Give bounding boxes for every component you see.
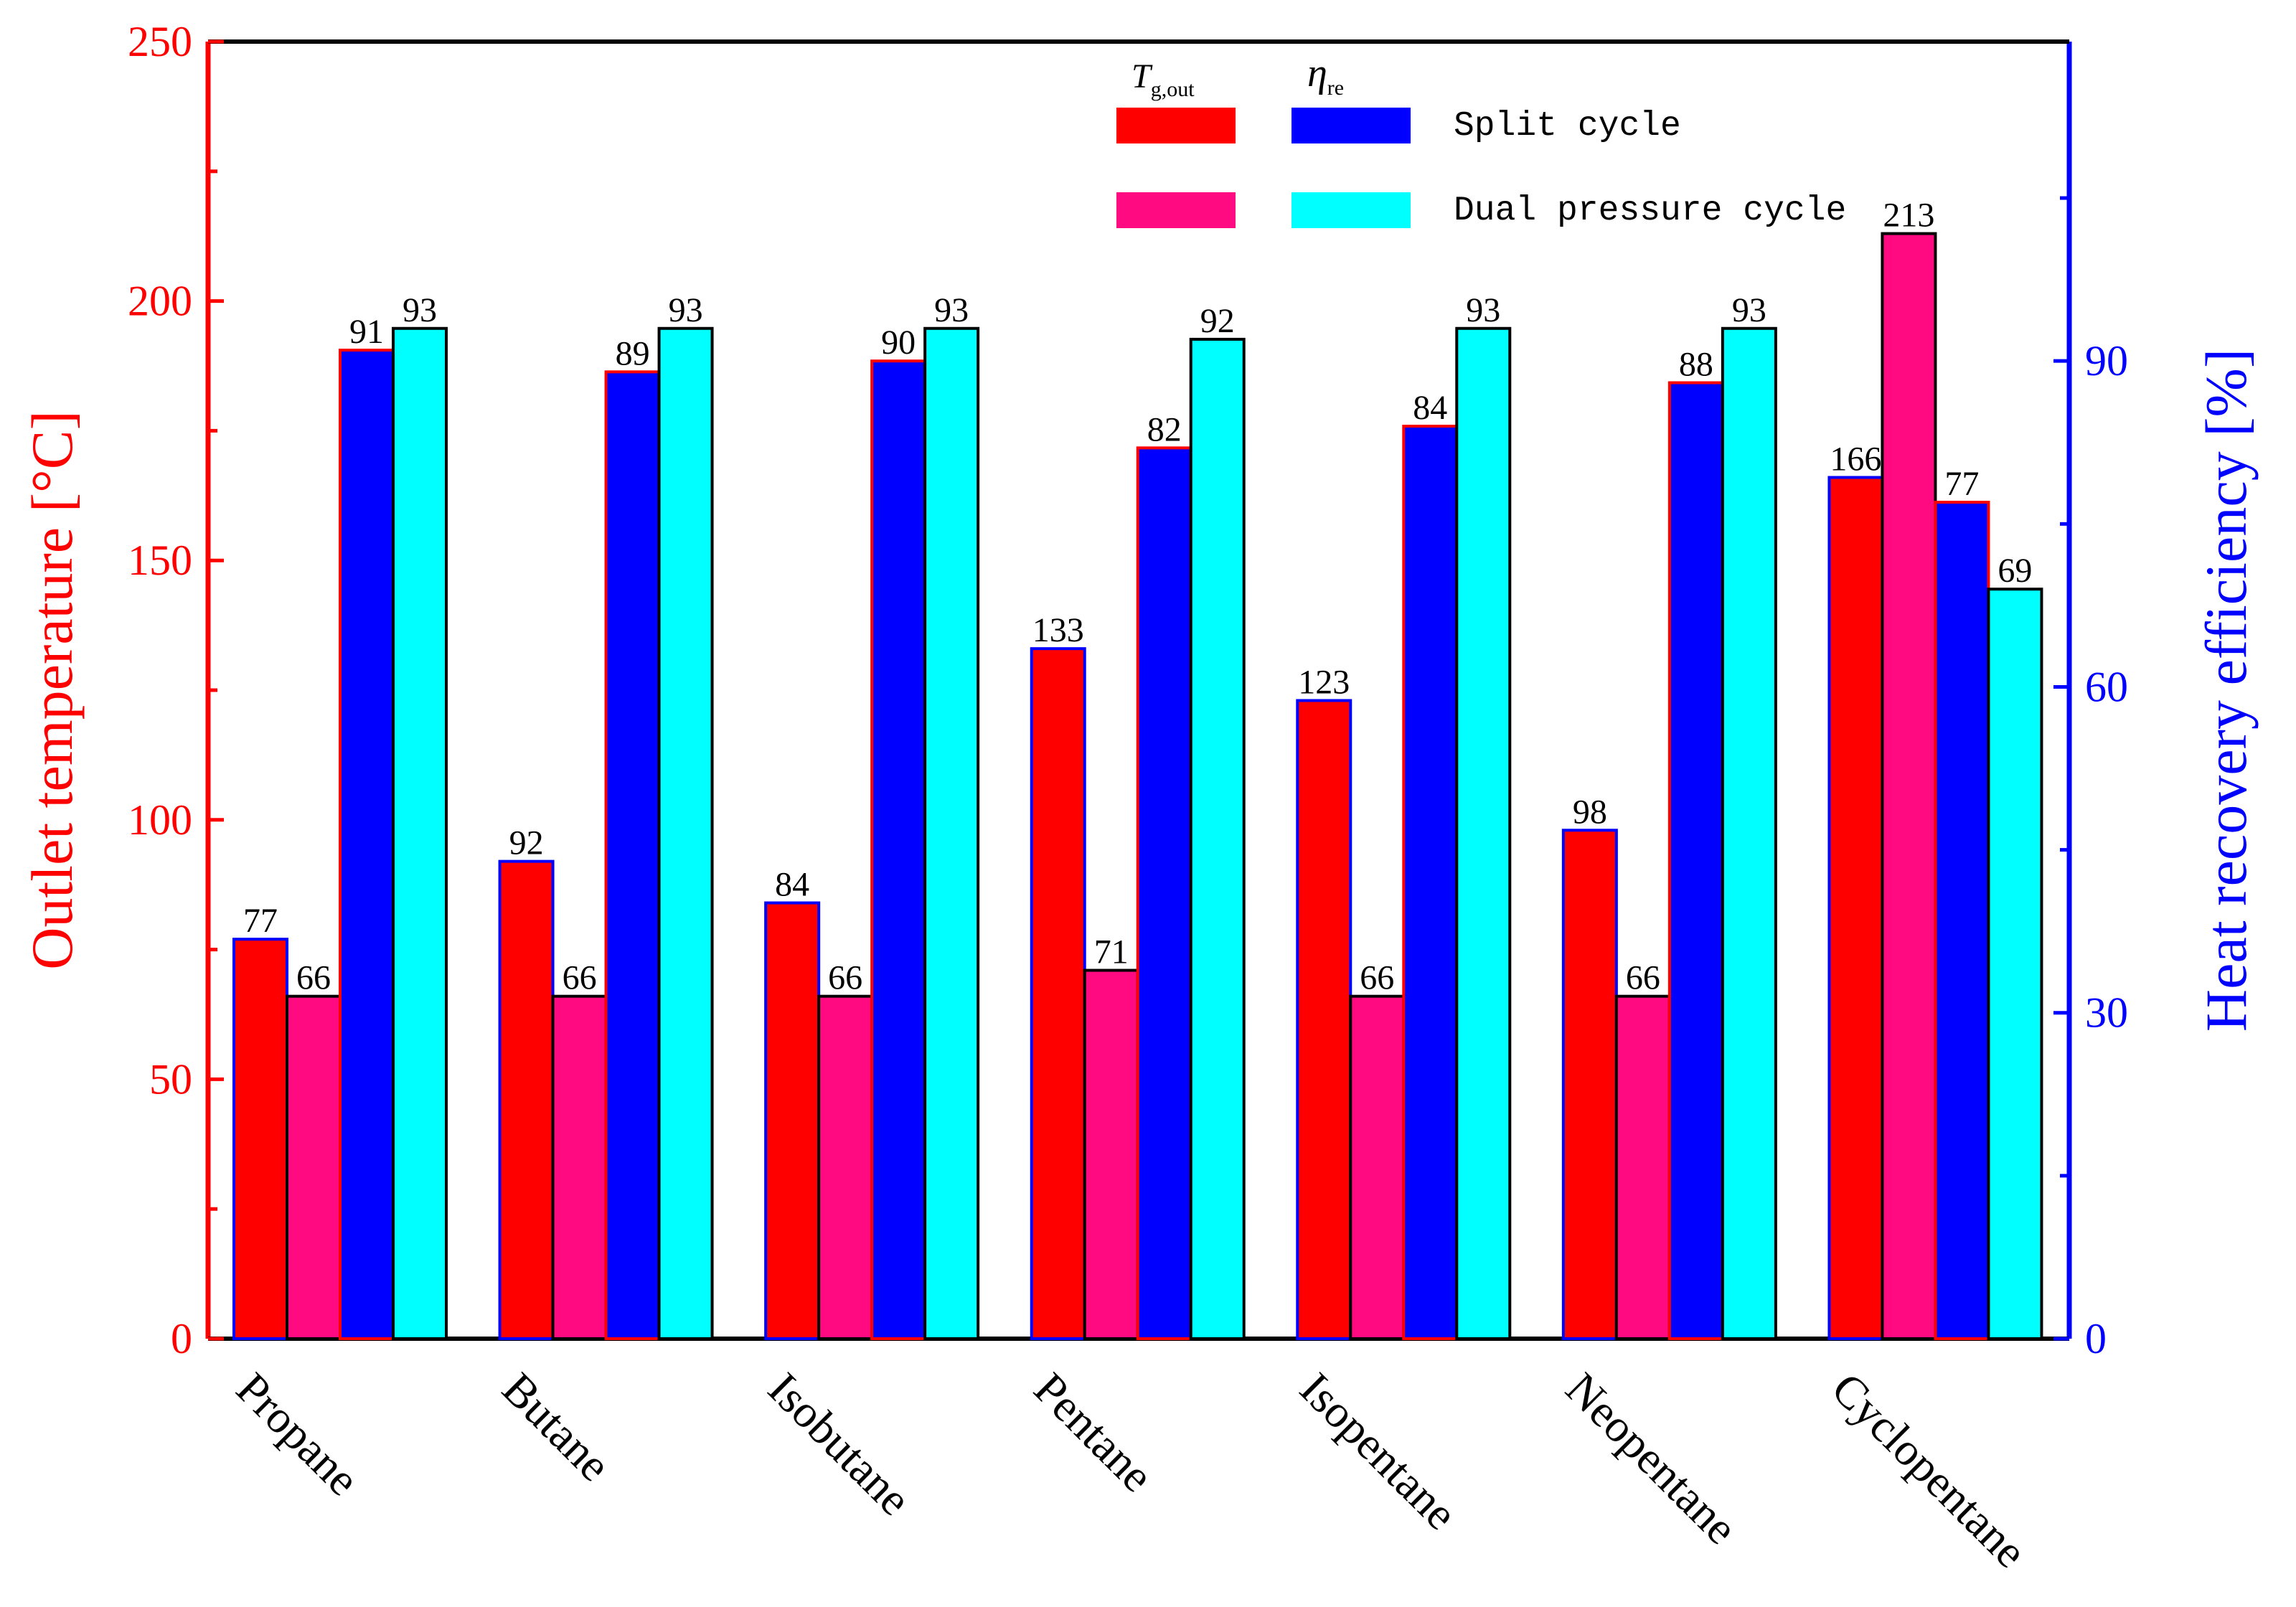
- bar-value-label: 88: [1679, 345, 1713, 383]
- legend-label-dual: Dual pressure cycle: [1454, 192, 1846, 230]
- legend-header-t: Tg,out: [1131, 57, 1195, 101]
- left-tick-label: 0: [171, 1315, 192, 1362]
- legend-swatch-dual-temp: [1116, 192, 1236, 228]
- legend-swatch-dual-eff: [1292, 192, 1411, 228]
- left-axis-ticks: 0 50 100 150 200 250: [128, 18, 224, 1362]
- bar-split-temp: [498, 859, 555, 1340]
- bar-split-temp: [764, 901, 821, 1340]
- left-axis-title: Outlet temperature [°C]: [19, 410, 85, 970]
- bar-split-eff: [870, 359, 927, 1341]
- category-label: Butane: [493, 1363, 621, 1491]
- bar-split-temp: [1827, 476, 1884, 1340]
- bar-split-temp: [1296, 699, 1352, 1340]
- bar-value-label: 84: [775, 866, 809, 904]
- bar-value-label: 123: [1298, 663, 1350, 701]
- bar-dual-temp: [286, 994, 342, 1340]
- bar-dual-temp: [1614, 994, 1671, 1340]
- left-tick-label: 100: [128, 796, 192, 844]
- bar-value-label: 93: [1466, 291, 1500, 329]
- bar-value-label: 89: [616, 334, 650, 372]
- bar-dual-temp: [551, 994, 608, 1340]
- right-axis-title: Heat recovery efficiency [%]: [2193, 349, 2259, 1032]
- category-label: Neopentane: [1556, 1363, 1747, 1554]
- legend-header-t-main: T: [1131, 57, 1153, 95]
- category-label: Cyclopentane: [1822, 1363, 2037, 1578]
- legend-swatch-split-temp: [1116, 108, 1236, 143]
- bar-split-temp: [1030, 647, 1086, 1340]
- bar-value-label: 93: [403, 291, 437, 329]
- bar-value-label: 92: [1200, 302, 1235, 340]
- legend-header-eta-main: η: [1307, 51, 1327, 95]
- bars: [232, 232, 2043, 1341]
- legend-header-eta: ηre: [1307, 51, 1344, 100]
- bar-split-eff: [339, 349, 395, 1340]
- left-tick-label: 250: [128, 18, 192, 65]
- left-tick-label: 50: [149, 1055, 192, 1103]
- left-tick-label: 150: [128, 537, 192, 584]
- bar-value-label: 77: [1944, 465, 1979, 503]
- bar-value-label: 66: [828, 959, 862, 997]
- category-label: Isobutane: [758, 1363, 921, 1525]
- bar-value-label: 77: [243, 902, 278, 940]
- bar-value-label: 91: [349, 313, 384, 351]
- legend-swatch-split-eff: [1292, 108, 1411, 143]
- bar-value-label: 66: [1360, 959, 1394, 997]
- bar-value-label: 133: [1032, 611, 1084, 649]
- bar-value-label: 98: [1573, 793, 1607, 831]
- bar-value-label: 66: [296, 959, 331, 997]
- bar-value-label: 84: [1413, 389, 1447, 427]
- category-label: Propane: [227, 1363, 369, 1505]
- bar-dual-temp: [1349, 994, 1406, 1340]
- bar-dual-eff: [392, 326, 448, 1340]
- bar-split-eff: [604, 370, 661, 1340]
- bar-dual-eff: [923, 326, 980, 1340]
- legend: Tg,out ηre Split cycle Dual pressure cyc…: [1116, 51, 1846, 230]
- bar-value-label: 213: [1883, 197, 1934, 235]
- bar-dual-temp: [1881, 232, 1937, 1341]
- right-tick-label: 90: [2085, 337, 2128, 385]
- bar-dual-temp: [817, 994, 874, 1340]
- bar-value-label: 71: [1094, 933, 1129, 971]
- legend-label-split: Split cycle: [1454, 107, 1681, 146]
- right-tick-label: 30: [2085, 989, 2128, 1037]
- bar-dual-temp: [1083, 969, 1139, 1340]
- bar-value-label: 82: [1147, 410, 1182, 448]
- bar-labels: 77 66 91 93 92 66 89 93 84 66 90 93 133 71 82 92 123 66 84…: [243, 197, 2032, 997]
- legend-header-eta-sub: re: [1327, 76, 1344, 100]
- bar-value-label: 90: [881, 324, 916, 362]
- category-labels: Propane Butane Isobutane Pentane Isopentane N…: [227, 1363, 2036, 1578]
- right-axis-ticks: 0 30 60 90: [2053, 196, 2128, 1362]
- bar-split-eff: [1402, 425, 1459, 1341]
- bar-split-eff: [1136, 446, 1192, 1340]
- bar-value-label: 93: [669, 291, 703, 329]
- bar-dual-eff: [1987, 588, 2043, 1340]
- bar-split-temp: [1561, 829, 1618, 1341]
- bar-dual-eff: [1189, 337, 1246, 1341]
- right-tick-label: 60: [2085, 663, 2128, 710]
- category-label: Isopentane: [1290, 1363, 1467, 1540]
- bar-value-label: 166: [1830, 440, 1881, 478]
- bar-split-temp: [232, 938, 288, 1340]
- left-tick-label: 200: [128, 278, 192, 325]
- legend-header-t-sub: g,out: [1151, 77, 1195, 101]
- bar-value-label: 93: [934, 291, 969, 329]
- bar-value-label: 66: [563, 959, 597, 997]
- bar-value-label: 66: [1626, 959, 1660, 997]
- bar-value-label: 69: [1998, 552, 2032, 590]
- bar-value-label: 93: [1732, 291, 1766, 329]
- bar-dual-eff: [1455, 326, 1512, 1340]
- category-label: Pentane: [1025, 1363, 1163, 1502]
- bar-value-label: 92: [509, 824, 544, 862]
- bar-dual-eff: [1721, 326, 1777, 1340]
- right-tick-label: 0: [2085, 1315, 2107, 1362]
- bar-dual-eff: [657, 326, 714, 1340]
- bar-split-eff: [1667, 381, 1724, 1340]
- bar-split-eff: [1934, 501, 1990, 1340]
